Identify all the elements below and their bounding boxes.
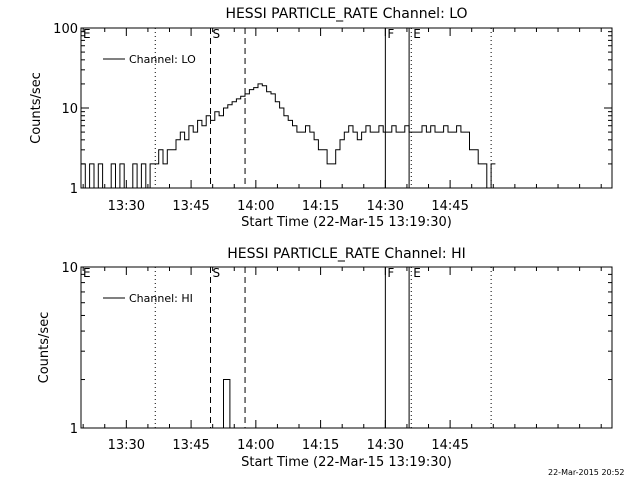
event-marker-label: E bbox=[413, 266, 421, 280]
x-tick-label: 13:45 bbox=[172, 199, 209, 214]
y-axis-label: Counts/sec bbox=[37, 312, 52, 384]
chart-title: HESSI PARTICLE_RATE Channel: HI bbox=[227, 246, 465, 262]
x-tick-label: 14:15 bbox=[302, 438, 339, 453]
plot-frame bbox=[80, 27, 613, 189]
x-axis-label: Start Time (22-Mar-15 13:19:30) bbox=[241, 215, 452, 230]
y-tick-label: 100 bbox=[53, 22, 78, 37]
event-marker-label: S bbox=[213, 266, 221, 280]
x-tick-label: 14:45 bbox=[431, 438, 468, 453]
x-tick-label: 13:30 bbox=[108, 438, 145, 453]
event-marker-label: E bbox=[83, 266, 91, 280]
y-tick-label: 1 bbox=[70, 422, 78, 437]
y-tick-label: 1 bbox=[70, 182, 78, 197]
series-line-0 bbox=[221, 379, 235, 429]
legend-label: Channel: HI bbox=[129, 292, 193, 305]
x-tick-label: 14:15 bbox=[302, 199, 339, 214]
x-tick-label: 14:45 bbox=[431, 199, 468, 214]
x-tick-label: 13:30 bbox=[108, 199, 145, 214]
event-marker-label: E bbox=[83, 27, 91, 41]
x-tick-label: 14:00 bbox=[237, 199, 274, 214]
event-marker-label: S bbox=[213, 27, 221, 41]
event-marker-label: F bbox=[387, 27, 394, 41]
y-tick-label: 10 bbox=[61, 261, 78, 276]
y-tick-label: 10 bbox=[61, 102, 78, 117]
event-marker-label: E bbox=[413, 27, 421, 41]
event-marker-label: F bbox=[387, 266, 394, 280]
chart-title: HESSI PARTICLE_RATE Channel: LO bbox=[225, 6, 467, 22]
x-axis-label: Start Time (22-Mar-15 13:19:30) bbox=[241, 455, 452, 470]
plot-frame bbox=[80, 266, 613, 429]
series-line-0 bbox=[81, 83, 496, 189]
x-tick-label: 14:30 bbox=[367, 438, 404, 453]
x-tick-label: 14:30 bbox=[367, 199, 404, 214]
y-axis-label: Counts/sec bbox=[29, 72, 44, 144]
legend-label: Channel: LO bbox=[129, 53, 196, 66]
footer-timestamp: 22-Mar-2015 20:52 bbox=[548, 468, 625, 477]
x-tick-label: 14:00 bbox=[237, 438, 274, 453]
x-tick-label: 13:45 bbox=[172, 438, 209, 453]
